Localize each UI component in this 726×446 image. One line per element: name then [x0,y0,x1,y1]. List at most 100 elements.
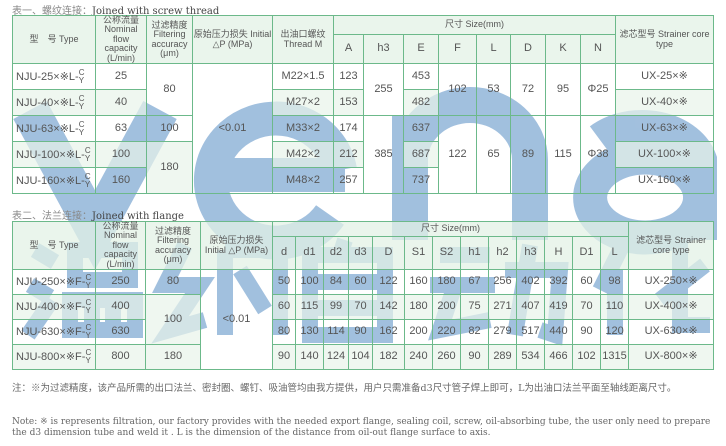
strainer-header: 滤芯型号 Strainer core type [615,14,714,65]
dim-header: D [372,236,405,271]
filter-value: 180 [145,344,201,371]
model-type: NJU-400×※F- C Y [12,294,96,321]
dim-h1: 67 [460,269,489,296]
dim-d: 60 [272,294,296,321]
thread-value: M27×2 [272,89,334,117]
model-type: NJU-100×※L- C Y [12,141,96,169]
dim-D: 89 [510,115,546,195]
dim-d2: 84 [323,269,349,296]
dim-header: F [438,34,477,65]
dim-header: E [403,34,439,65]
dim-header: S1 [404,236,433,271]
model-name: NJU-400×※F- [16,301,86,314]
note-en: Note: ※ is represents filtration, our fa… [12,417,711,438]
dim-E: 687 [403,141,439,169]
dim-header: L [599,236,630,271]
dim-header: h1 [460,236,489,271]
model-type: NJU-25×※L- C Y [12,63,96,91]
dim-E: 637 [403,115,439,143]
dim-L: 110 [599,294,630,321]
strainer-value: UX-100×※ [615,141,714,169]
dim-D: 122 [372,269,405,296]
dim-K: 95 [545,63,581,117]
filter-value: 100 [146,115,193,143]
variant-c: C [78,67,85,77]
strainer-header: 滤芯型号 Strainer core type [628,220,715,271]
dim-header: H [544,236,573,271]
flow-value: 160 [95,167,147,195]
dim-h3: 517 [516,319,545,346]
initial-value: <0.01 [192,63,273,195]
strainer-value: UX-25×※ [615,63,714,91]
dim-header: K [545,34,581,65]
dim-N: Φ38 [580,115,616,195]
model-name: NJU-25×※L- [16,70,79,83]
flow-value: 250 [95,269,146,296]
dim-h3: 385 [363,115,404,195]
initial-header: 原始压力损失 Initial △P (MPa) [200,220,273,271]
initial-header: 原始压力损失 Initial △P (MPa) [192,14,273,65]
model-type: NJU-63×※L- C Y [12,115,96,143]
flow-value: 100 [95,141,147,169]
model-name: NJU-250×※F- [16,276,86,289]
dim-D1: 70 [572,294,601,321]
dim-S1: 240 [404,344,433,371]
dim-S1: 160 [404,269,433,296]
title-en: Joined with screw thread [92,6,220,17]
variant-y: Y [78,127,85,137]
dim-d3: 104 [348,344,373,371]
dim-header: h3 [363,34,404,65]
dim-d1: 140 [295,344,324,371]
strainer-value: UX-630×※ [628,319,715,346]
dim-D: 72 [510,63,546,117]
dim-N: Φ25 [580,63,616,117]
model-type: NJU-800×※F- C Y [12,344,96,371]
filter-header: 过滤精度 Filtering accuracy (μm) [145,220,201,271]
dim-D: 142 [372,294,405,321]
dim-H: 419 [544,294,573,321]
dim-d: 80 [272,319,296,346]
type-header: 型 号 Type [12,14,96,65]
thread-value: M42×2 [272,141,334,169]
model-type: NJU-250×※F- C Y [12,269,96,296]
thread-value: M22×1.5 [272,63,334,91]
dim-E: 482 [403,89,439,117]
dim-h1: 75 [460,294,489,321]
dim-h1: 90 [460,344,489,371]
dim-L: 1315 [599,344,630,371]
model-name: NJU-800×※F- [16,351,86,364]
flow-value: 630 [95,319,146,346]
model-name: NJU-100×※L- [16,148,85,161]
dim-D1: 60 [572,269,601,296]
dim-d3: 70 [348,294,373,321]
flow-value: 800 [95,344,146,371]
dim-E: 453 [403,63,439,91]
variant-y: Y [78,101,85,111]
dim-d1: 115 [295,294,324,321]
dim-h2: 289 [488,344,517,371]
dim-H: 466 [544,344,573,371]
thread-header: 出油口螺纹 Thread M [272,14,334,65]
dim-d: 50 [272,269,296,296]
type-header: 型 号 Type [12,220,96,271]
flow-header: 公称流量 Nominal flow capacity (L/min) [95,220,146,271]
dim-d1: 100 [295,269,324,296]
variant-c: C [85,348,92,358]
strainer-value: UX-800×※ [628,344,715,371]
flow-value: 40 [95,89,147,117]
dim-d3: 90 [348,319,373,346]
dim-L: 53 [476,63,511,117]
model-name: NJU-160×※L- [16,174,85,187]
dim-F: 102 [438,63,477,117]
strainer-value: UX-63×※ [615,115,714,143]
variant-y: Y [85,281,91,291]
dim-L: 120 [599,319,630,346]
dim-header: D [510,34,546,65]
dim-A: 212 [333,141,364,169]
thread-value: M48×2 [272,167,334,195]
